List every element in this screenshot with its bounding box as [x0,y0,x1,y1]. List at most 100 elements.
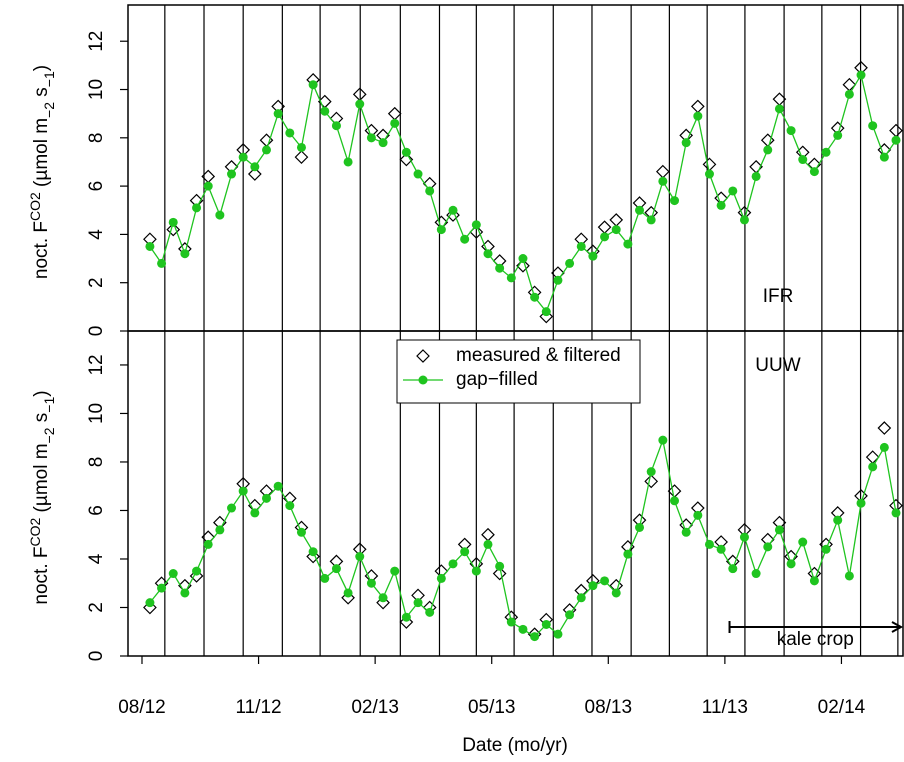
gap-filled-point [506,617,516,627]
gap-filled-point [786,559,796,569]
x-tick-label: 02/14 [818,697,866,718]
gap-filled-point [833,515,843,525]
gap-filled-point [693,510,703,520]
measured-point [399,152,414,167]
gap-filled-point [250,508,260,518]
gap-filled-point [471,220,481,230]
gap-filled-point [670,496,680,506]
y-label-part: −2 [41,427,57,443]
gap-filled-point [856,498,866,508]
y-tick-label: 6 [86,505,107,516]
gap-filled-point [600,576,610,586]
gap-filled-point [716,544,726,554]
gap-filled-point [471,566,481,576]
y-tick-label: 10 [86,79,107,100]
y-tick-label: 0 [86,651,107,662]
y-label-part: −2 [41,102,57,118]
gap-filled-point [681,138,691,148]
x-tick-label: 11/13 [702,697,748,718]
measured-point [376,595,390,610]
measured-point [341,590,355,605]
gap-filled-point [635,522,645,532]
gap-filled-point [203,539,213,549]
gap-filled-point [751,171,761,181]
measured-point [306,549,320,564]
gap-filled-point [425,186,435,196]
gap-filled-point [168,569,178,579]
gap-filled-point [553,275,563,285]
gap-filled-point [541,307,551,317]
gap-filled-point [238,152,248,162]
gap-filled-point [355,99,365,109]
gap-filled-point [541,619,551,629]
measured-point [247,167,262,181]
span-arrowhead [891,621,904,633]
gap-filled-point [576,241,586,251]
gap-filled-point [844,89,854,99]
measured-point [189,569,204,583]
legend: measured & filtered gap−filled [396,339,641,404]
gap-filled-point [868,121,878,131]
gap-filled-point [658,435,668,445]
gap-filled-point [646,215,656,225]
gap-filled-point [227,169,237,179]
legend-marker [416,349,430,363]
y-axis-label: noct. FCO2 (µmol m−2 s−1) [27,390,57,604]
gap-filled-point [308,547,318,557]
gap-filled-point [891,508,901,518]
gap-filled-point [296,527,306,537]
gap-filled-point [856,70,866,80]
gap-filled-point [704,539,714,549]
gap-filled-point [157,583,167,593]
gap-filled-point [611,225,621,235]
measured-point [597,220,612,235]
gap-filled-point [331,564,341,574]
y-tick-label: 4 [86,229,107,240]
measured-point [166,222,181,237]
gap-filled-point [460,547,470,557]
legend-marker [418,375,428,385]
gap-filled-point [448,559,458,569]
gap-filled-point [588,581,598,591]
y-tick-label: 0 [86,326,107,337]
panel-label: IFR [763,286,794,307]
y-label-part: noct. F [31,221,52,279]
gap-filled-point [879,152,889,162]
gap-filled-point [320,106,330,116]
y-tick-label: 12 [86,31,107,52]
x-tick-label: 08/12 [118,697,166,718]
gap-filled-point [693,111,703,121]
gap-filled-point [739,532,749,542]
y-axis-label: noct. FCO2 (µmol m−2 s−1) [27,65,57,279]
measured-point [143,600,157,615]
y-tick-label: 8 [86,457,107,468]
measured-point [481,527,495,542]
gap-filled-point [413,598,423,608]
x-tick-label: 11/12 [235,697,281,718]
gap-filled-point [192,566,202,576]
y-label-part: (µmol m [31,443,52,517]
y-label-part: (µmol m [31,118,52,192]
gap-filled-point [798,155,808,165]
gap-filled-point [192,203,202,213]
gap-filled-point [401,147,411,157]
gap-filled-point [518,624,528,634]
gap-filled-point [821,147,831,157]
gap-filled-point [891,135,901,145]
gap-filled-point [436,573,446,583]
gap-filled-point [261,145,271,155]
gap-filled-point [658,176,668,186]
measured-point [889,123,903,138]
gap-filled-point [833,130,843,140]
y-label-part: ) [31,65,52,71]
gap-filled-point [366,578,376,588]
gap-filled-point [145,241,155,251]
legend-label: gap−filled [456,369,538,390]
measured-point [656,164,670,179]
gap-filled-point [366,133,376,143]
span-label: kale crop [777,629,854,650]
plot-frame [127,330,904,657]
gap-filled-point [565,610,575,620]
gap-filled-point [355,552,365,562]
